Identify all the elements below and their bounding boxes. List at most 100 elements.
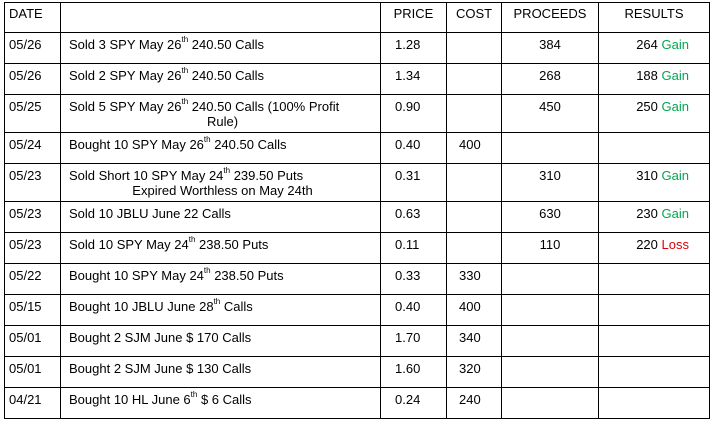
column-header-proceeds: PROCEEDS — [501, 2, 599, 33]
description-text-end: 240.50 Calls (100% Profit — [188, 99, 340, 114]
cell-cost — [446, 32, 502, 64]
ordinal-suffix: th — [181, 35, 189, 44]
cell-results: 264 Gain — [598, 32, 710, 64]
table-row: 05/23 Sold 10 SPY May 24th 238.50 Puts 0.1… — [4, 232, 710, 264]
cell-description: Bought 2 SJM June $ 170 Calls — [60, 325, 381, 357]
description-text: Bought 10 SPY May 24 — [69, 268, 204, 283]
cell-results: 250 Gain — [598, 94, 710, 133]
result-label: Gain — [661, 206, 689, 221]
table-row: 05/24 Bought 10 SPY May 26th 240.50 Calls… — [4, 132, 710, 164]
cell-date: 05/22 — [4, 263, 61, 295]
ordinal-suffix: th — [223, 166, 231, 175]
description-text: Sold 2 SPY May 26 — [69, 68, 182, 83]
description-text: Sold 3 SPY May 26 — [69, 37, 182, 52]
description-text-end: 240.50 Calls — [188, 37, 265, 52]
cell-proceeds — [501, 294, 599, 326]
table-row: 05/25 Sold 5 SPY May 26th 240.50 Calls (1… — [4, 94, 710, 133]
header-row: DATE PRICE COST PROCEEDS RESULTS — [4, 2, 710, 33]
description-text: Bought 2 SJM June $ 170 Calls — [69, 330, 252, 345]
cell-description: Bought 10 SPY May 24th 238.50 Puts — [60, 263, 381, 295]
cell-date: 05/23 — [4, 163, 61, 202]
result-value: 188 — [636, 68, 658, 83]
result-label: Gain — [661, 99, 689, 114]
cell-results — [598, 356, 710, 388]
cell-price: 1.34 — [380, 63, 447, 95]
ordinal-suffix: th — [181, 66, 189, 75]
table-row: 05/23 Sold 10 JBLU June 22 Calls 0.63 630 23… — [4, 201, 710, 233]
cell-proceeds: 310 — [501, 163, 599, 202]
cell-results: 230 Gain — [598, 201, 710, 233]
cell-results — [598, 325, 710, 357]
cell-proceeds — [501, 356, 599, 388]
cell-cost: 320 — [446, 356, 502, 388]
cell-proceeds: 450 — [501, 94, 599, 133]
cell-date: 05/26 — [4, 32, 61, 64]
cell-price: 0.90 — [380, 94, 447, 133]
cell-date: 05/25 — [4, 94, 61, 133]
table-row: 04/21 Bought 10 HL June 6th $ 6 Calls 0.24… — [4, 387, 710, 419]
cell-price: 0.24 — [380, 387, 447, 419]
cell-results: 188 Gain — [598, 63, 710, 95]
description-text-end: 240.50 Calls — [210, 137, 287, 152]
ordinal-suffix: th — [203, 266, 211, 275]
cell-description: Bought 10 JBLU June 28th Calls — [60, 294, 381, 326]
cell-date: 05/15 — [4, 294, 61, 326]
column-header-cost: COST — [446, 2, 502, 33]
column-header-date: DATE — [4, 2, 61, 33]
description-text: Bought 2 SJM June $ 130 Calls — [69, 361, 252, 376]
column-header-description — [60, 2, 381, 33]
ordinal-suffix: th — [181, 97, 189, 106]
cell-proceeds — [501, 132, 599, 164]
column-header-results: RESULTS — [598, 2, 710, 33]
cell-date: 04/21 — [4, 387, 61, 419]
result-label: Gain — [661, 37, 689, 52]
cell-cost — [446, 63, 502, 95]
description-text-end: 239.50 Puts — [230, 168, 304, 183]
cell-price: 0.40 — [380, 132, 447, 164]
result-label: Gain — [661, 68, 689, 83]
cell-proceeds: 384 — [501, 32, 599, 64]
cell-price: 1.70 — [380, 325, 447, 357]
column-header-price: PRICE — [380, 2, 447, 33]
description-text: Sold Short 10 SPY May 24 — [69, 168, 224, 183]
table-row: 05/15 Bought 10 JBLU June 28th Calls 0.40 4… — [4, 294, 710, 326]
cell-results: 310 Gain — [598, 163, 710, 202]
table-row: 05/01 Bought 2 SJM June $ 170 Calls 1.70 34… — [4, 325, 710, 357]
result-label: Gain — [661, 168, 689, 183]
cell-price: 0.33 — [380, 263, 447, 295]
cell-results — [598, 132, 710, 164]
cell-cost: 400 — [446, 132, 502, 164]
result-label: Loss — [661, 237, 689, 252]
cell-cost: 400 — [446, 294, 502, 326]
cell-proceeds — [501, 263, 599, 295]
cell-date: 05/23 — [4, 201, 61, 233]
ordinal-suffix: th — [188, 235, 196, 244]
cell-cost — [446, 94, 502, 133]
cell-proceeds — [501, 325, 599, 357]
description-text: Bought 10 HL June 6 — [69, 392, 191, 407]
cell-price: 0.31 — [380, 163, 447, 202]
cell-date: 05/26 — [4, 63, 61, 95]
cell-cost: 340 — [446, 325, 502, 357]
cell-price: 0.11 — [380, 232, 447, 264]
cell-description: Bought 10 HL June 6th $ 6 Calls — [60, 387, 381, 419]
cell-description: Sold 10 JBLU June 22 Calls — [60, 201, 381, 233]
cell-price: 0.40 — [380, 294, 447, 326]
cell-cost: 330 — [446, 263, 502, 295]
cell-results — [598, 294, 710, 326]
cell-description: Bought 2 SJM June $ 130 Calls — [60, 356, 381, 388]
cell-date: 05/01 — [4, 325, 61, 357]
cell-results — [598, 263, 710, 295]
description-text-end: 238.50 Puts — [195, 237, 269, 252]
cell-description: Sold 10 SPY May 24th 238.50 Puts — [60, 232, 381, 264]
cell-proceeds: 630 — [501, 201, 599, 233]
description-text: Bought 10 SPY May 26 — [69, 137, 204, 152]
result-value: 220 — [636, 237, 658, 252]
ordinal-suffix: th — [203, 135, 211, 144]
result-value: 230 — [636, 206, 658, 221]
cell-cost — [446, 201, 502, 233]
cell-description: Sold 5 SPY May 26th 240.50 Calls (100% P… — [60, 94, 381, 133]
trade-rows: 05/26 Sold 3 SPY May 26th 240.50 Calls 1.2… — [4, 32, 710, 419]
description-second-line: Expired Worthless on May 24th — [132, 183, 313, 198]
